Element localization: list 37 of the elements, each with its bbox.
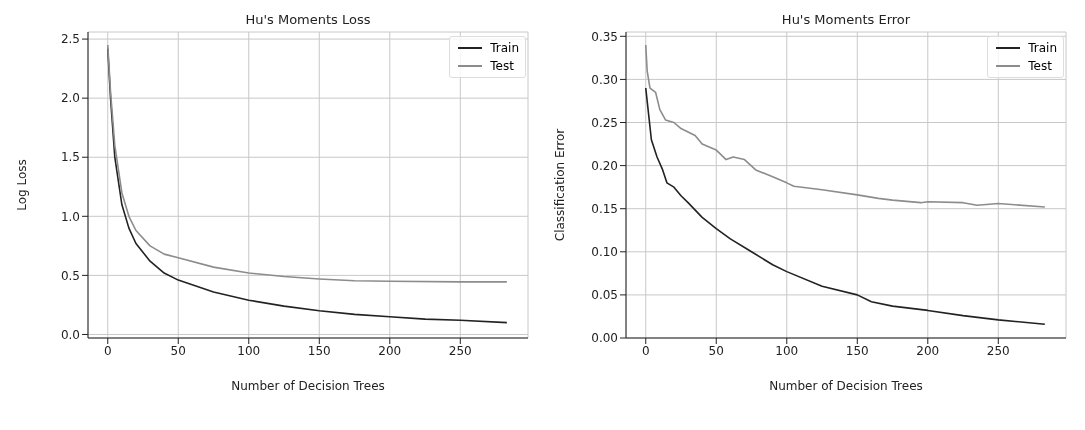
x-tick-label: 200 xyxy=(916,343,940,358)
y-tick-label: 0.30 xyxy=(591,72,618,87)
y-tick-label: 1.0 xyxy=(60,209,80,224)
line-series xyxy=(644,87,1046,326)
legend-label: Test xyxy=(490,58,514,75)
legend-label: Test xyxy=(1028,58,1052,75)
y-tick-label: 0.0 xyxy=(60,327,80,342)
y-tick-label: 2.5 xyxy=(60,32,80,47)
y-tick-label: 0.5 xyxy=(60,268,80,283)
y-tick-label: 1.5 xyxy=(60,150,80,165)
x-tick-label: 250 xyxy=(986,343,1010,358)
legend-label: Train xyxy=(490,40,519,57)
x-tick-label: 50 xyxy=(708,343,724,358)
y-tick-label: 0.05 xyxy=(591,288,618,303)
y-tick-label: 2.0 xyxy=(60,91,80,106)
y-axis-title: Log Loss xyxy=(15,159,30,211)
y-axis-title: Classification Error xyxy=(553,128,568,242)
y-tick-label: 0.35 xyxy=(591,29,618,44)
y-tick-label: 0.00 xyxy=(591,331,618,346)
x-tick-label: 0 xyxy=(103,343,112,358)
x-tick-label: 100 xyxy=(775,343,799,358)
y-tick-label: 0.25 xyxy=(591,115,618,130)
y-tick-label: 0.15 xyxy=(591,201,618,216)
y-tick-label: 0.20 xyxy=(591,158,618,173)
x-tick-label: 150 xyxy=(845,343,869,358)
legend-label: Train xyxy=(1028,40,1057,57)
x-tick-label: 100 xyxy=(237,343,261,358)
x-tick-label: 0 xyxy=(641,343,650,358)
x-tick-label: 150 xyxy=(307,343,331,358)
chart-title: Hu's Moments Loss xyxy=(244,12,372,27)
y-tick-label: 0.10 xyxy=(591,245,618,260)
chart-title: Hu's Moments Error xyxy=(780,12,912,27)
x-tick-label: 50 xyxy=(170,343,186,358)
x-tick-label: 250 xyxy=(448,343,472,358)
x-axis-title: Number of Decision Trees xyxy=(231,379,385,393)
x-axis-title: Number of Decision Trees xyxy=(769,379,923,393)
x-tick-label: 200 xyxy=(378,343,402,358)
